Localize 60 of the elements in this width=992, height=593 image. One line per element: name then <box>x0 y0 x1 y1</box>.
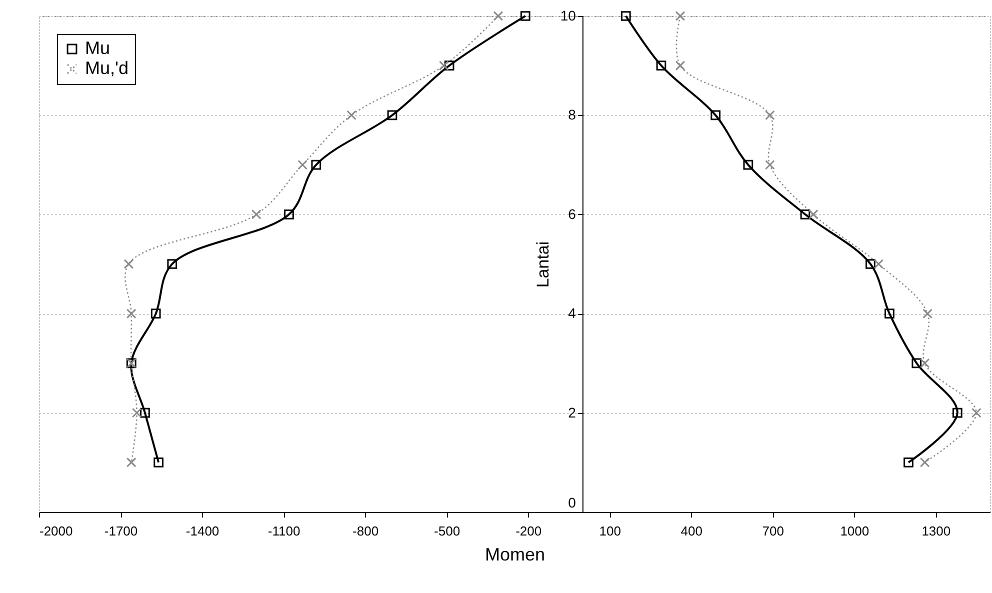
point <box>284 209 294 220</box>
point <box>952 408 962 418</box>
point <box>132 408 142 418</box>
point <box>764 110 775 120</box>
point <box>298 160 308 170</box>
point <box>808 209 818 220</box>
point <box>167 259 178 269</box>
point <box>675 11 686 21</box>
x-tick-label: -1700 <box>104 524 138 538</box>
y-tick-label: 0 <box>568 494 576 510</box>
point <box>874 259 884 269</box>
point <box>154 457 164 468</box>
point <box>920 358 930 368</box>
x-tick-label: -800 <box>352 524 379 538</box>
x-tick-label: 400 <box>680 524 702 538</box>
point <box>971 408 982 418</box>
point <box>920 457 930 468</box>
x-tick-label: -500 <box>434 524 460 538</box>
point <box>150 308 161 319</box>
y-tick-label: 6 <box>568 206 576 222</box>
x-tick-label: -1100 <box>268 524 300 538</box>
point <box>444 60 454 71</box>
point <box>884 308 894 319</box>
point <box>764 160 775 170</box>
point <box>251 209 262 220</box>
y-tick-label: 8 <box>568 106 576 123</box>
y-axis-title: Lantai <box>533 241 552 288</box>
legend-label: Mu <box>85 38 110 58</box>
point <box>866 259 876 269</box>
point <box>387 110 398 120</box>
point <box>520 11 530 21</box>
point <box>710 110 721 120</box>
x-tick-label: 100 <box>599 524 621 538</box>
x-tick-label: -2000 <box>40 524 73 538</box>
point <box>904 457 914 468</box>
point <box>438 60 449 71</box>
x-tick-label: 1300 <box>922 524 951 538</box>
y-tick-label: 10 <box>560 8 576 24</box>
point <box>140 408 150 418</box>
point <box>743 160 754 170</box>
point <box>346 110 356 120</box>
point <box>656 60 666 71</box>
y-tick-label: 4 <box>568 305 576 322</box>
x-tick-label: -200 <box>516 524 542 538</box>
point <box>800 209 810 220</box>
point <box>620 11 631 21</box>
point <box>124 259 134 269</box>
point <box>126 308 136 319</box>
x-tick-label: 1000 <box>840 524 870 538</box>
x-tick-label: 700 <box>762 524 784 538</box>
x-tick-label: -1400 <box>186 524 220 538</box>
point <box>493 11 504 21</box>
legend-label: Mu,'d <box>85 58 128 78</box>
point <box>922 308 932 319</box>
x-axis-title: Momen <box>484 544 546 564</box>
point <box>126 457 136 468</box>
point <box>675 60 686 71</box>
point <box>912 358 922 368</box>
point <box>311 160 322 170</box>
y-tick-label: 2 <box>568 404 576 420</box>
